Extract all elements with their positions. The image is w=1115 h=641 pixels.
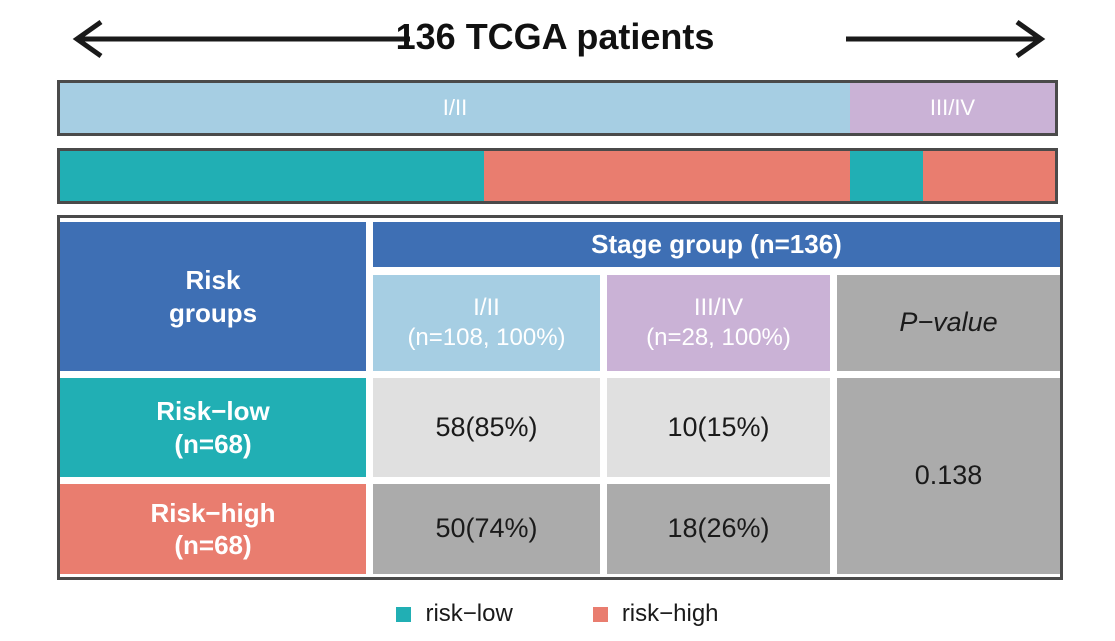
- cell-risk-high-stage-I-II: 50(74%): [373, 484, 600, 574]
- stage-bar-label-I-II: I/II: [442, 95, 468, 120]
- column-header-p-value: P−value: [837, 275, 1060, 371]
- risk-high-III-IV-value: 18(26%): [667, 513, 770, 544]
- legend: risk−low risk−high: [0, 600, 1115, 628]
- risk-within-stage-bar: [57, 148, 1058, 204]
- contingency-table: Risk groups Stage group (n=136) I/II (n=…: [57, 215, 1063, 580]
- column-header-stage-III-IV: III/IV (n=28, 100%): [607, 275, 830, 371]
- col-III-IV-line1: III/IV: [693, 294, 744, 321]
- risk-groups-header-line2: groups: [168, 297, 258, 328]
- risk-high-label-line1: Risk−high: [150, 497, 276, 528]
- col-III-IV-line2: (n=28, 100%): [646, 324, 791, 351]
- figure-title: 136 TCGA patients: [395, 16, 715, 57]
- right-arrow-icon: [846, 19, 1046, 59]
- left-arrow-icon: [72, 19, 410, 59]
- risk-bar-segment-high-in-I-II: [484, 151, 851, 201]
- risk-high-label-line2: (n=68): [174, 530, 252, 560]
- stage-group-header-label: Stage group (n=136): [591, 229, 842, 260]
- risk-bar-segment-low-in-I-II: [60, 151, 485, 201]
- risk-low-label-line1: Risk−low: [156, 396, 270, 426]
- col-I-II-line1: I/II: [473, 294, 500, 321]
- column-header-stage-I-II: I/II (n=108, 100%): [373, 275, 600, 371]
- stage-bar-segment-III-IV: III/IV: [850, 83, 1055, 133]
- stage-group-header-cell: Stage group (n=136): [373, 222, 1060, 267]
- legend-item-risk-low: risk−low: [396, 600, 513, 628]
- legend-item-risk-high: risk−high: [592, 600, 719, 628]
- risk-low-I-II-value: 58(85%): [435, 411, 538, 442]
- legend-risk-low-label: risk−low: [425, 600, 513, 627]
- cell-risk-low-stage-III-IV: 10(15%): [607, 378, 830, 477]
- p-value-header-label: P−value: [899, 307, 998, 338]
- risk-bar-segment-high-in-III-IV: [923, 151, 1055, 201]
- cell-risk-high-stage-III-IV: 18(26%): [607, 484, 830, 574]
- risk-high-swatch-icon: [592, 606, 608, 622]
- span-arrows: [72, 19, 1046, 59]
- legend-risk-high-label: risk−high: [621, 600, 719, 627]
- risk-low-swatch-icon: [396, 606, 412, 622]
- stage-distribution-bar: I/II III/IV: [57, 80, 1058, 136]
- col-I-II-line2: (n=108, 100%): [407, 324, 566, 351]
- risk-groups-header-cell: Risk groups: [60, 222, 366, 371]
- risk-groups-header-line1: Risk: [185, 265, 241, 295]
- cell-p-value-merged: 0.138: [837, 378, 1060, 574]
- stage-bar-segment-I-II: I/II: [60, 83, 851, 133]
- risk-high-I-II-value: 50(74%): [435, 513, 538, 544]
- risk-low-label-line2: (n=68): [174, 428, 252, 459]
- stage-bar-label-III-IV: III/IV: [929, 95, 976, 120]
- cell-risk-low-stage-I-II: 58(85%): [373, 378, 600, 477]
- p-value-number: 0.138: [914, 460, 983, 491]
- risk-bar-segment-low-in-III-IV: [850, 151, 924, 201]
- row-header-risk-high: Risk−high (n=68): [60, 484, 366, 574]
- row-header-risk-low: Risk−low (n=68): [60, 378, 366, 477]
- risk-low-III-IV-value: 10(15%): [667, 411, 770, 442]
